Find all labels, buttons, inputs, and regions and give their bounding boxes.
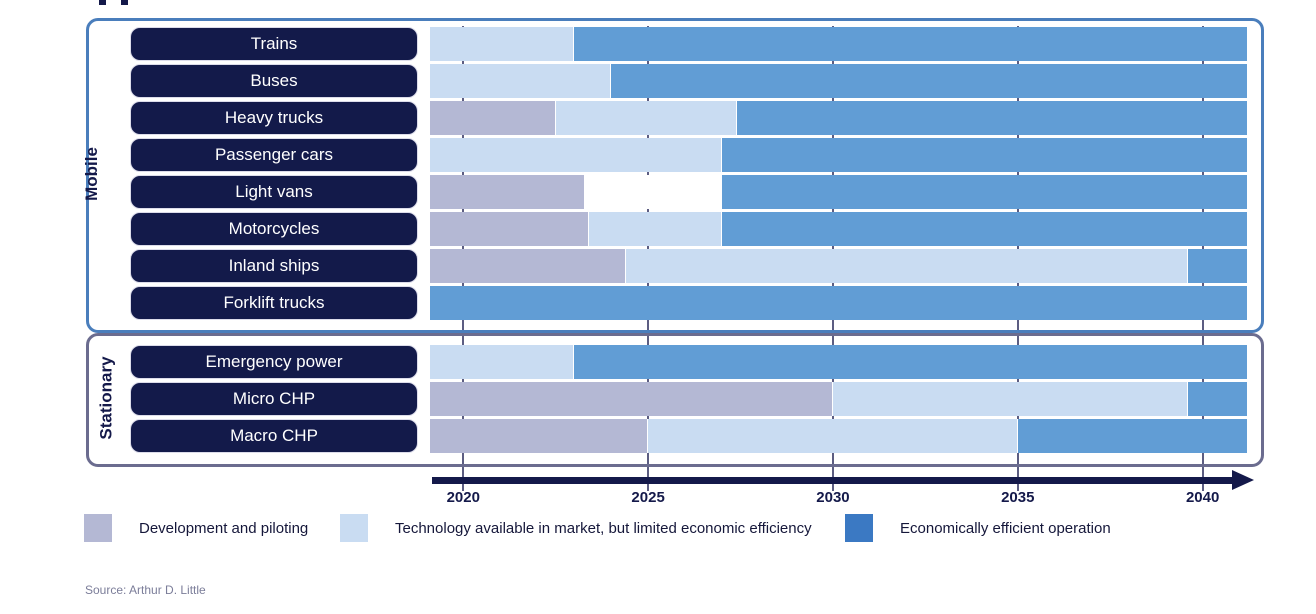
timeline-axis [432, 477, 1234, 484]
tick-label-2020: 2020 [446, 489, 480, 506]
bar-segment-development [430, 175, 586, 209]
category-pill-buses: Buses [130, 64, 418, 98]
bar-segment-market [430, 345, 575, 379]
bar-segment-market [588, 212, 723, 246]
bar-segment-economic [574, 345, 1247, 379]
tick-label-2040: 2040 [1185, 489, 1220, 506]
bar-segment-market [430, 27, 575, 61]
category-pill-macro-chp: Macro CHP [130, 419, 418, 453]
bar-segment-development [430, 101, 556, 135]
legend-label: Economically efficient operation [900, 519, 1111, 537]
bar-segment-market [555, 101, 737, 135]
bar-segment-economic [1187, 382, 1247, 416]
legend-label: Technology available in market, but limi… [395, 519, 812, 537]
bar-segment-economic [736, 101, 1247, 135]
bar-segment-gap [585, 175, 723, 209]
bar-segment-economic [574, 27, 1247, 61]
category-pill-trains: Trains [130, 27, 418, 61]
bar-segment-economic [1187, 249, 1247, 283]
bar-segment-development [430, 212, 589, 246]
clipped-title-fragment [99, 0, 106, 5]
legend-swatch [84, 514, 112, 542]
category-pill-forklift-trucks: Forklift trucks [130, 286, 418, 320]
category-pill-emergency-power: Emergency power [130, 345, 418, 379]
legend-swatch [340, 514, 368, 542]
mobile-group-box [86, 18, 1264, 333]
tick-label-2030: 2030 [816, 489, 850, 506]
category-pill-heavy-trucks: Heavy trucks [130, 101, 418, 135]
bar-segment-development [430, 419, 649, 453]
source-note: Source: Arthur D. Little [85, 583, 206, 597]
bar-segment-economic [722, 212, 1247, 246]
bar-segment-market [832, 382, 1188, 416]
stationary-group-box [86, 333, 1264, 467]
legend-item: Economically efficient operation [845, 514, 1111, 542]
bar-segment-market [625, 249, 1188, 283]
tick-label-2025: 2025 [631, 489, 665, 506]
legend-item: Development and piloting [84, 514, 308, 542]
bar-segment-development [430, 249, 626, 283]
category-pill-motorcycles: Motorcycles [130, 212, 418, 246]
legend-swatch [845, 514, 873, 542]
clipped-title-fragment [121, 0, 128, 5]
legend-label: Development and piloting [139, 519, 309, 537]
legend-item: Technology available in market, but limi… [340, 514, 812, 542]
bar-segment-economic [722, 138, 1247, 172]
tick-label-2035: 2035 [1001, 489, 1035, 506]
bar-segment-market [648, 419, 1018, 453]
category-pill-passenger-cars: Passenger cars [130, 138, 418, 172]
bar-segment-development [430, 382, 833, 416]
bar-segment-economic [430, 286, 1247, 320]
bar-segment-market [430, 138, 723, 172]
stationary-group-label: Stationary [96, 356, 116, 440]
bar-segment-economic [722, 175, 1247, 209]
timeline-axis-arrowhead-icon [1232, 470, 1254, 490]
bar-segment-market [430, 64, 612, 98]
bar-segment-economic [611, 64, 1247, 98]
category-pill-light-vans: Light vans [130, 175, 418, 209]
mobile-group-label: Mobile [81, 147, 101, 201]
category-pill-micro-chp: Micro CHP [130, 382, 418, 416]
bar-segment-economic [1017, 419, 1247, 453]
category-pill-inland-ships: Inland ships [130, 249, 418, 283]
